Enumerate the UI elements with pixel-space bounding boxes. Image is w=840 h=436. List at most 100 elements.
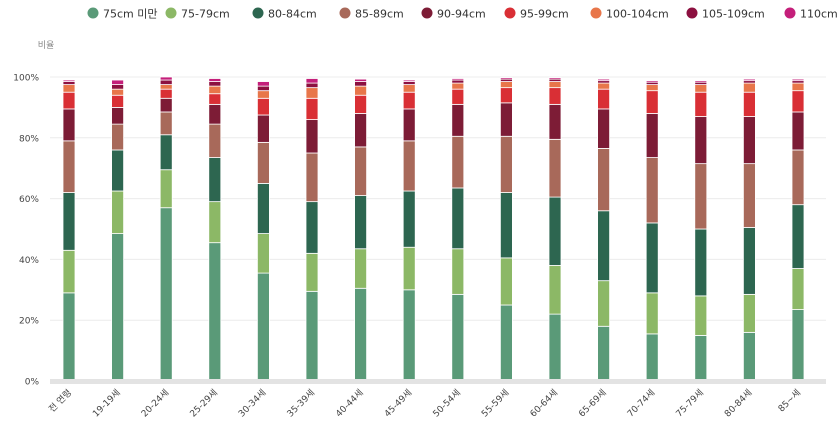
bar-segment[interactable] [355,147,367,196]
bar-segment[interactable] [112,80,124,85]
bar-segment[interactable] [743,294,755,332]
bar-segment[interactable] [160,170,172,208]
bar-segment[interactable] [598,109,610,149]
bar-segment[interactable] [112,150,124,191]
bar-segment[interactable] [500,258,512,305]
bar-segment[interactable] [792,112,804,150]
bar-segment[interactable] [63,293,75,381]
bar-segment[interactable] [695,296,707,336]
bar-segment[interactable] [306,253,318,291]
bar-segment[interactable] [792,83,804,91]
bar-segment[interactable] [257,115,269,142]
bar-segment[interactable] [403,109,415,141]
bar-segment[interactable] [695,85,707,93]
bar-segment[interactable] [112,107,124,124]
bar-segment[interactable] [452,249,464,295]
bar-segment[interactable] [598,89,610,109]
bar-segment[interactable] [257,98,269,115]
bar-segment[interactable] [63,92,75,109]
bar-segment[interactable] [598,148,610,210]
bar-segment[interactable] [695,81,707,83]
bar-segment[interactable] [257,142,269,183]
bar-segment[interactable] [598,281,610,327]
bar-segment[interactable] [209,94,221,105]
bar-segment[interactable] [355,86,367,95]
bar-segment[interactable] [63,85,75,93]
bar-segment[interactable] [500,305,512,381]
bar-segment[interactable] [160,77,172,80]
bar-segment[interactable] [355,288,367,381]
bar-segment[interactable] [646,334,658,381]
bar-segment[interactable] [695,229,707,296]
bar-segment[interactable] [792,310,804,381]
bar-segment[interactable] [160,85,172,90]
bar-segment[interactable] [112,89,124,95]
bar-segment[interactable] [452,89,464,104]
bar-segment[interactable] [743,227,755,294]
bar-segment[interactable] [63,82,75,85]
bar-segment[interactable] [209,202,221,243]
bar-segment[interactable] [403,92,415,109]
bar-segment[interactable] [695,335,707,381]
bar-segment[interactable] [743,332,755,381]
bar-segment[interactable] [598,79,610,81]
bar-segment[interactable] [646,91,658,114]
bar-segment[interactable] [355,113,367,146]
bar-segment[interactable] [452,83,464,89]
bar-segment[interactable] [306,83,318,88]
bar-segment[interactable] [112,124,124,150]
bar-segment[interactable] [452,104,464,136]
bar-segment[interactable] [549,82,561,88]
bar-segment[interactable] [403,141,415,191]
bar-segment[interactable] [792,91,804,112]
bar-segment[interactable] [500,88,512,103]
bar-segment[interactable] [695,117,707,164]
bar-segment[interactable] [160,98,172,112]
bar-segment[interactable] [549,78,561,80]
bar-segment[interactable] [792,205,804,269]
bar-segment[interactable] [63,141,75,193]
bar-segment[interactable] [355,196,367,249]
bar-segment[interactable] [306,153,318,202]
bar-segment[interactable] [500,82,512,88]
bar-segment[interactable] [306,88,318,99]
bar-segment[interactable] [743,164,755,228]
bar-segment[interactable] [792,269,804,310]
bar-segment[interactable] [695,92,707,116]
bar-segment[interactable] [355,95,367,113]
bar-segment[interactable] [549,139,561,197]
bar-segment[interactable] [306,120,318,153]
bar-segment[interactable] [63,193,75,251]
bar-segment[interactable] [160,208,172,381]
bar-segment[interactable] [112,191,124,234]
bar-segment[interactable] [209,158,221,202]
bar-segment[interactable] [63,109,75,141]
bar-segment[interactable] [257,91,269,99]
bar-segment[interactable] [695,164,707,229]
bar-segment[interactable] [452,136,464,188]
bar-segment[interactable] [355,79,367,81]
bar-segment[interactable] [646,158,658,223]
bar-segment[interactable] [160,135,172,170]
bar-segment[interactable] [160,112,172,135]
bar-segment[interactable] [646,223,658,293]
bar-segment[interactable] [743,92,755,116]
bar-segment[interactable] [403,80,415,82]
bar-segment[interactable] [403,247,415,290]
bar-segment[interactable] [209,79,221,82]
bar-segment[interactable] [306,98,318,119]
bar-segment[interactable] [209,124,221,157]
bar-segment[interactable] [549,197,561,265]
bar-segment[interactable] [63,80,75,82]
bar-segment[interactable] [403,85,415,93]
bar-segment[interactable] [257,234,269,274]
bar-segment[interactable] [598,83,610,89]
bar-segment[interactable] [306,291,318,381]
bar-segment[interactable] [549,265,561,314]
bar-segment[interactable] [646,85,658,91]
bar-segment[interactable] [257,273,269,381]
bar-segment[interactable] [257,86,269,91]
bar-segment[interactable] [452,79,464,81]
bar-segment[interactable] [792,150,804,205]
bar-segment[interactable] [598,211,610,281]
